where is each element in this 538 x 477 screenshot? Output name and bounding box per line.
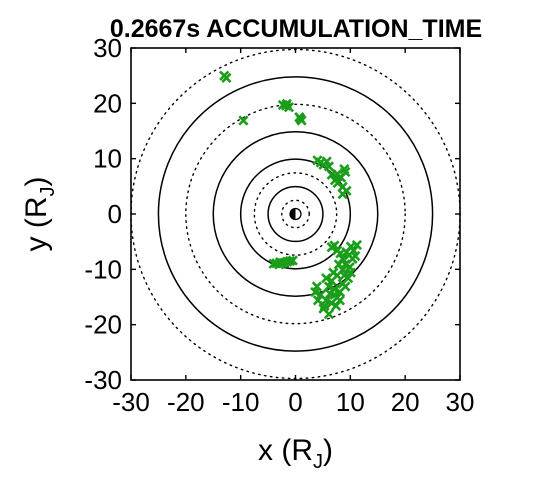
solid-ring	[239, 158, 352, 270]
data-point	[351, 239, 363, 251]
y-tick-label: 0	[108, 199, 122, 229]
data-point	[295, 113, 306, 124]
data-point	[281, 98, 292, 110]
dotted-ring	[281, 199, 310, 229]
x-tick-label: 10	[336, 387, 365, 417]
y-tick-label: -10	[84, 254, 122, 284]
x-tick-label: -10	[222, 387, 260, 417]
y-tick-label: -30	[84, 365, 122, 395]
x-tick-label: -30	[112, 387, 150, 417]
data-points	[219, 70, 363, 320]
y-tick-label: 30	[93, 33, 122, 63]
data-point	[334, 295, 346, 306]
x-tick-label: 20	[391, 387, 420, 417]
x-axis-label: x (RJ)	[258, 434, 333, 472]
data-point	[324, 288, 336, 299]
dotted-ring	[253, 172, 338, 256]
y-tick-label: 20	[93, 88, 122, 118]
data-point	[321, 273, 332, 284]
x-tick-label: -20	[167, 387, 205, 417]
data-point	[332, 169, 343, 180]
solid-ring	[157, 76, 434, 352]
data-point	[221, 72, 232, 83]
data-point	[344, 262, 355, 273]
data-point	[326, 275, 337, 287]
data-point	[323, 309, 335, 320]
data-point	[333, 259, 344, 270]
data-point	[287, 255, 298, 266]
data-point	[339, 270, 350, 281]
data-point	[275, 257, 286, 268]
x-tick-label: 0	[288, 387, 302, 417]
data-point	[340, 281, 351, 292]
data-point	[337, 188, 348, 200]
solid-ring	[212, 131, 379, 297]
data-point	[284, 255, 296, 267]
y-axis-label: y (RJ)	[20, 177, 59, 252]
y-tick-label: -20	[84, 310, 122, 340]
data-point	[310, 286, 321, 298]
center-shade	[290, 208, 296, 220]
center-body-marker	[289, 207, 302, 221]
solid-ring	[267, 185, 324, 243]
data-point	[238, 115, 249, 126]
chart-title: 0.2667s ACCUMULATION_TIME	[110, 15, 482, 43]
dotted-ring	[185, 103, 406, 325]
data-point	[315, 289, 326, 300]
data-point	[350, 250, 361, 262]
data-point	[312, 295, 324, 306]
y-tick-label: 10	[93, 144, 122, 174]
data-point	[323, 161, 335, 172]
x-tick-label: 30	[446, 387, 475, 417]
data-point	[339, 164, 350, 175]
axes: -30 -20 -10 0 10 20 30 -30 -20 -10 0 10 20 30	[84, 33, 474, 417]
